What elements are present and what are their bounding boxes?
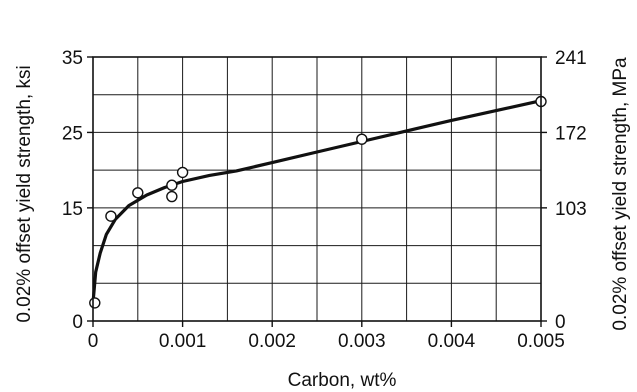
y-tick-label: 35 — [62, 48, 83, 69]
data-point — [166, 179, 178, 191]
y2-axis-title: 0.02% offset yield strength, MPa — [610, 57, 631, 331]
y2-tick-label: 0 — [555, 312, 566, 333]
y2-tick-label: 172 — [555, 123, 587, 144]
x-tick-label: 0.005 — [517, 331, 565, 352]
x-tick-label: 0 — [88, 331, 99, 352]
x-tick-label: 0.004 — [428, 331, 476, 352]
points-layer — [89, 95, 547, 309]
data-point — [105, 210, 117, 222]
x-tick-label: 0.002 — [248, 331, 296, 352]
fitted-curve — [91, 99, 543, 305]
y-tick-label: 25 — [62, 123, 83, 144]
data-point — [89, 297, 101, 309]
data-point — [132, 187, 144, 199]
data-point — [166, 190, 178, 203]
curve-layer — [91, 99, 543, 305]
x-axis-title: Carbon, wt% — [288, 370, 397, 391]
ticks — [87, 56, 547, 327]
x-tick-label: 0.001 — [159, 331, 207, 352]
tick-labels: 0 0.001 0.002 0.003 0.004 0.00501525350103172… — [62, 48, 587, 352]
x-tick-label: 0.003 — [338, 331, 386, 352]
data-point — [176, 166, 189, 179]
y-tick-label: 15 — [62, 199, 83, 220]
y2-tick-label: 103 — [555, 199, 587, 220]
y-tick-label: 0 — [72, 312, 83, 333]
data-point — [356, 133, 368, 145]
plot-frame — [92, 56, 542, 322]
y2-tick-label: 241 — [555, 48, 587, 69]
y-axis-title: 0.02% offset yield strength, ksi — [14, 65, 35, 322]
